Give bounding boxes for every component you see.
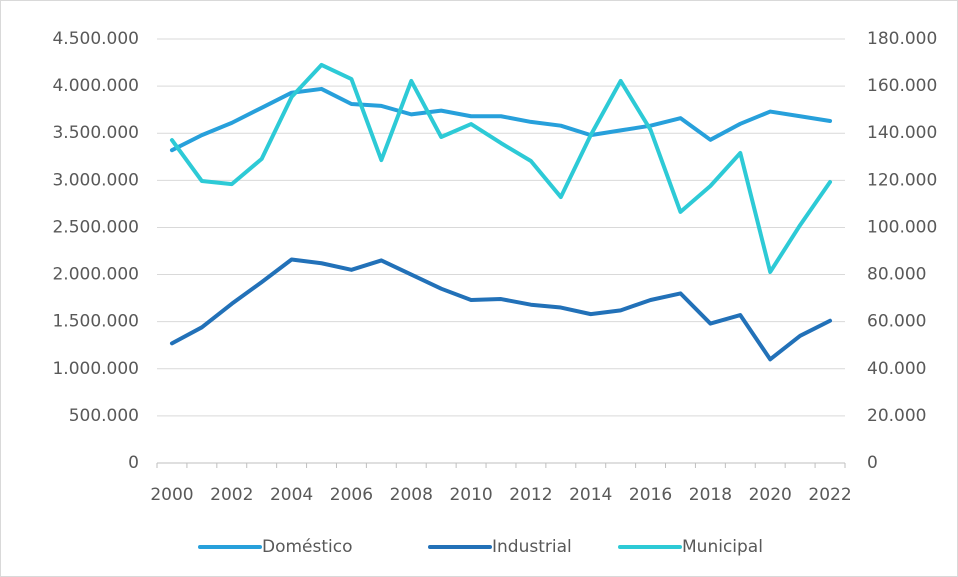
x-tick-label: 2016 [629,485,672,505]
legend-label: Industrial [492,537,572,557]
line-series [169,62,833,274]
y-tick-label: 0 [128,453,139,473]
x-tick-label: 2010 [449,485,492,505]
y2-tick-label: 140.000 [867,123,937,143]
y2-tick-label: 120.000 [867,170,937,190]
x-tick-label: 2020 [749,485,792,505]
y-tick-label: 3.000.000 [52,170,139,190]
y2-tick-label: 160.000 [867,76,937,96]
line-series [169,257,833,362]
y-tick-label: 4.000.000 [52,76,139,96]
y2-tick-label: 40.000 [867,359,926,379]
x-tick-label: 2000 [150,485,193,505]
x-tick-label: 2006 [330,485,373,505]
y2-tick-label: 20.000 [867,406,926,426]
legend-label: Municipal [682,537,763,557]
y2-tick-label: 80.000 [867,265,926,285]
y2-tick-label: 60.000 [867,312,926,332]
y2-tick-label: 180.000 [867,29,937,49]
line-series [169,86,833,153]
x-tick-label: 2022 [808,485,851,505]
x-tick-label: 2002 [210,485,253,505]
y-tick-label: 2.500.000 [52,217,139,237]
x-tick-label: 2004 [270,485,313,505]
x-tick-label: 2018 [689,485,732,505]
legend-label: Doméstico [262,537,353,557]
y-tick-label: 1.500.000 [52,312,139,332]
y-tick-label: 4.500.000 [52,29,139,49]
x-tick-label: 2008 [390,485,433,505]
x-tick-label: 2014 [569,485,612,505]
x-tick-label: 2012 [509,485,552,505]
y2-tick-label: 0 [867,453,878,473]
y2-tick-label: 100.000 [867,217,937,237]
y-tick-label: 1.000.000 [52,359,139,379]
y-tick-label: 500.000 [69,406,139,426]
y-tick-label: 3.500.000 [52,123,139,143]
y-tick-label: 2.000.000 [52,265,139,285]
